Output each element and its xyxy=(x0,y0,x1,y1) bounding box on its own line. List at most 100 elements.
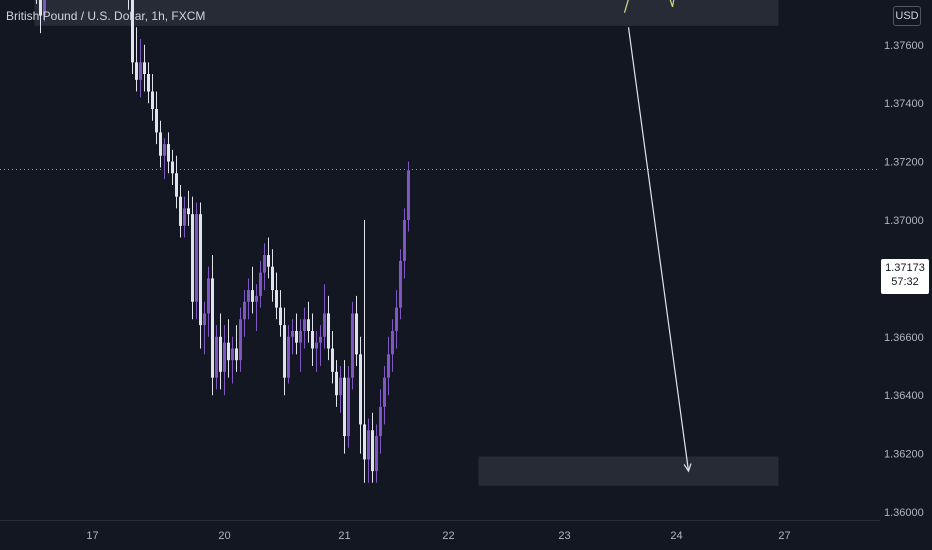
candle xyxy=(339,366,342,413)
candle xyxy=(387,336,390,396)
candle xyxy=(327,295,330,361)
candle xyxy=(147,62,150,104)
bearish-arrowhead xyxy=(683,463,692,473)
candle xyxy=(275,272,278,320)
candle-body xyxy=(331,348,334,372)
zones-layer xyxy=(34,0,779,486)
candle xyxy=(271,249,274,302)
candle xyxy=(283,307,286,396)
candle xyxy=(267,237,270,279)
time-tick-label: 23 xyxy=(558,530,570,542)
candle xyxy=(323,284,326,349)
candle xyxy=(219,313,222,390)
candle-body xyxy=(167,144,170,162)
candle-body xyxy=(315,342,318,349)
candle xyxy=(243,290,246,337)
last-price-tag: 1.37173 57:32 xyxy=(881,259,929,294)
candle-body xyxy=(303,319,306,331)
currency-badge[interactable]: USD xyxy=(893,6,921,26)
candle-body xyxy=(239,319,242,361)
candle-body xyxy=(39,0,42,16)
candle-body xyxy=(351,313,354,378)
candle-body xyxy=(211,278,214,378)
candle xyxy=(251,266,254,314)
candle-body xyxy=(187,208,190,215)
candle-body xyxy=(199,214,202,326)
candle xyxy=(215,325,218,390)
candle-body xyxy=(395,307,398,331)
price-tick-label: 1.36200 xyxy=(884,449,924,461)
candle-body xyxy=(391,330,394,355)
candle-body xyxy=(279,307,282,326)
candle-body xyxy=(375,436,378,472)
candle xyxy=(207,266,210,337)
candle-body xyxy=(287,336,290,378)
candle-body xyxy=(295,330,298,343)
candle xyxy=(199,202,202,349)
candle-body xyxy=(163,144,166,156)
candle-body xyxy=(259,272,262,296)
candle-body xyxy=(171,161,174,174)
candle-body xyxy=(135,62,138,80)
candle xyxy=(159,120,162,168)
chart-title: British Pound / U.S. Dollar, 1h, FXCM xyxy=(6,9,206,23)
candle xyxy=(407,161,410,232)
candle-body xyxy=(191,214,194,302)
candle-body xyxy=(407,170,410,220)
candle xyxy=(315,330,318,372)
candle-body xyxy=(307,319,310,331)
candle xyxy=(355,295,358,366)
candle xyxy=(367,418,370,483)
candle-body xyxy=(399,260,402,308)
candle-body xyxy=(155,109,158,133)
candle-body xyxy=(267,255,270,267)
candle-body xyxy=(195,214,198,302)
candle-body xyxy=(143,62,146,74)
candle-body xyxy=(243,301,246,320)
candle-body xyxy=(227,342,230,361)
candle-body xyxy=(179,196,182,226)
candle xyxy=(263,243,266,291)
candle-body xyxy=(327,313,330,349)
projections-layer xyxy=(623,0,692,473)
candle-body xyxy=(43,0,46,16)
candle-body xyxy=(335,371,338,396)
candle-body xyxy=(251,290,254,302)
price-tick-label: 1.37000 xyxy=(884,215,924,227)
candle xyxy=(155,91,158,145)
price-tick-label: 1.36000 xyxy=(884,507,924,519)
candle-body xyxy=(299,330,302,343)
candle xyxy=(311,313,314,366)
candle xyxy=(295,313,298,355)
candle-body xyxy=(339,377,342,396)
candle-body xyxy=(379,406,382,437)
candle xyxy=(139,38,142,98)
candle xyxy=(359,336,362,454)
candle-body xyxy=(347,377,350,437)
candle xyxy=(391,319,394,372)
time-tick-label: 24 xyxy=(670,530,682,542)
candle-body xyxy=(247,290,250,302)
candle xyxy=(203,301,206,355)
time-tick-label: 17 xyxy=(86,530,98,542)
candle xyxy=(131,0,134,74)
candle-body xyxy=(175,173,178,197)
candle xyxy=(403,208,406,279)
candle xyxy=(151,74,154,121)
candle xyxy=(223,325,226,396)
candle xyxy=(191,196,194,320)
candle xyxy=(135,27,138,92)
candle xyxy=(179,184,182,238)
candle-body xyxy=(363,424,366,460)
candle-body xyxy=(283,325,286,378)
time-axis[interactable]: 17 20 21 22 23 24 27 xyxy=(0,520,880,550)
candle xyxy=(303,307,306,349)
last-price-value: 1.37173 xyxy=(885,262,925,274)
candle-body xyxy=(291,330,294,337)
candle xyxy=(319,325,322,366)
candle xyxy=(279,290,282,337)
candle-body xyxy=(159,132,162,156)
chart-plot-area[interactable] xyxy=(0,0,880,520)
candle-body xyxy=(131,0,134,63)
candle-body xyxy=(323,313,326,337)
